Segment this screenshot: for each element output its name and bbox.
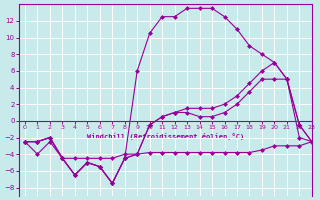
X-axis label: Windchill (Refroidissement éolien,°C): Windchill (Refroidissement éolien,°C) bbox=[87, 133, 244, 140]
